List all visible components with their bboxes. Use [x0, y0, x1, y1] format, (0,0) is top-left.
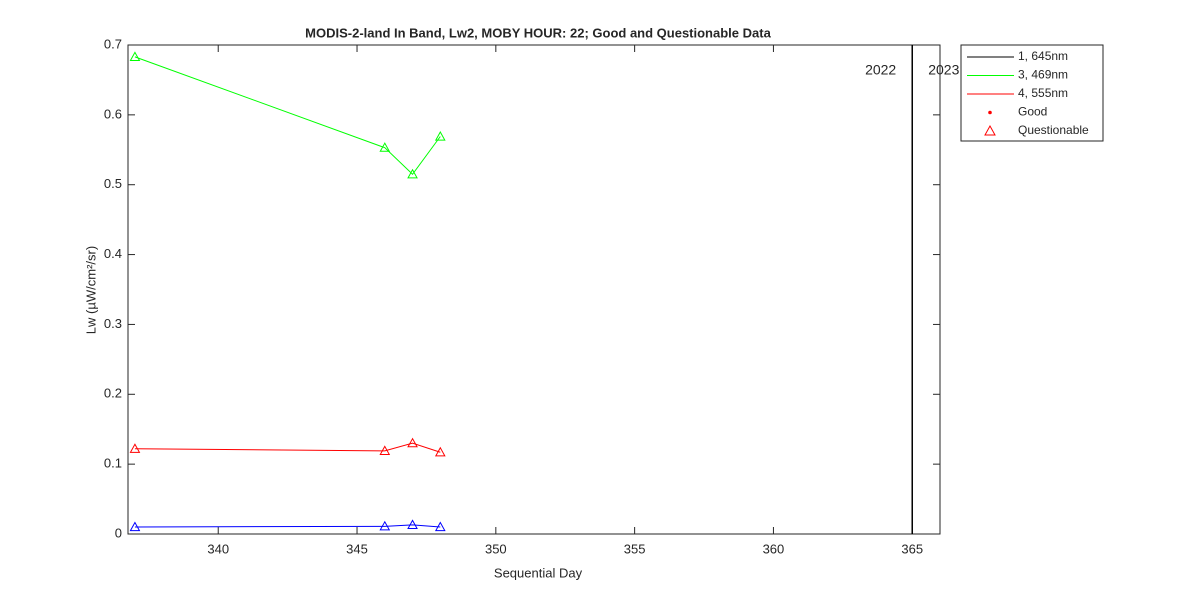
legend-label: 3, 469nm: [1018, 68, 1068, 82]
series-line: [134, 56, 441, 175]
point-marker: [379, 520, 391, 531]
point-marker: [434, 130, 446, 141]
point-marker: [129, 51, 141, 61]
plot-box: [127, 44, 941, 535]
legend-label: Good: [1018, 105, 1047, 119]
chart-title: MODIS-2-land In Band, Lw2, MOBY HOUR: 22…: [305, 25, 771, 40]
point-marker: [434, 446, 446, 457]
point-marker: [407, 168, 418, 179]
y-tick-label: 0: [115, 525, 122, 540]
legend-swatch: [984, 124, 996, 136]
legend-label: Questionable: [1018, 123, 1089, 137]
x-tick-label: 350: [485, 541, 507, 556]
x-axis-label: Sequential Day: [494, 565, 583, 580]
point-marker: [407, 519, 418, 530]
x-tick-label: 345: [346, 541, 368, 556]
point-marker: [129, 443, 141, 453]
x-tick-label: 365: [901, 541, 923, 556]
legend-label: 4, 555nm: [1018, 86, 1068, 100]
year-label: 2022: [865, 62, 896, 78]
legend-box: [960, 44, 1104, 142]
y-tick-label: 0.3: [104, 316, 122, 331]
series-line: [134, 442, 441, 453]
y-tick-label: 0.2: [104, 386, 122, 401]
y-axis-label: Lw (µW/cm²/sr): [83, 246, 98, 334]
y-tick-label: 0.5: [104, 176, 122, 191]
point-marker: [379, 142, 391, 152]
series-line: [134, 524, 441, 528]
y-tick-label: 0.7: [104, 36, 122, 51]
y-tick-label: 0.6: [104, 106, 122, 121]
y-tick-label: 0.1: [104, 456, 122, 471]
x-tick-label: 340: [207, 541, 229, 556]
legend-label: 1, 645nm: [1018, 49, 1068, 63]
legend-swatch: [988, 110, 992, 115]
x-tick-label: 355: [624, 541, 646, 556]
year-label: 2023: [928, 62, 959, 78]
y-tick-label: 0.4: [104, 246, 122, 261]
x-tick-label: 360: [763, 541, 785, 556]
point-marker: [407, 437, 418, 448]
point-marker: [434, 521, 446, 532]
point-marker: [379, 445, 391, 455]
point-marker: [129, 521, 141, 532]
